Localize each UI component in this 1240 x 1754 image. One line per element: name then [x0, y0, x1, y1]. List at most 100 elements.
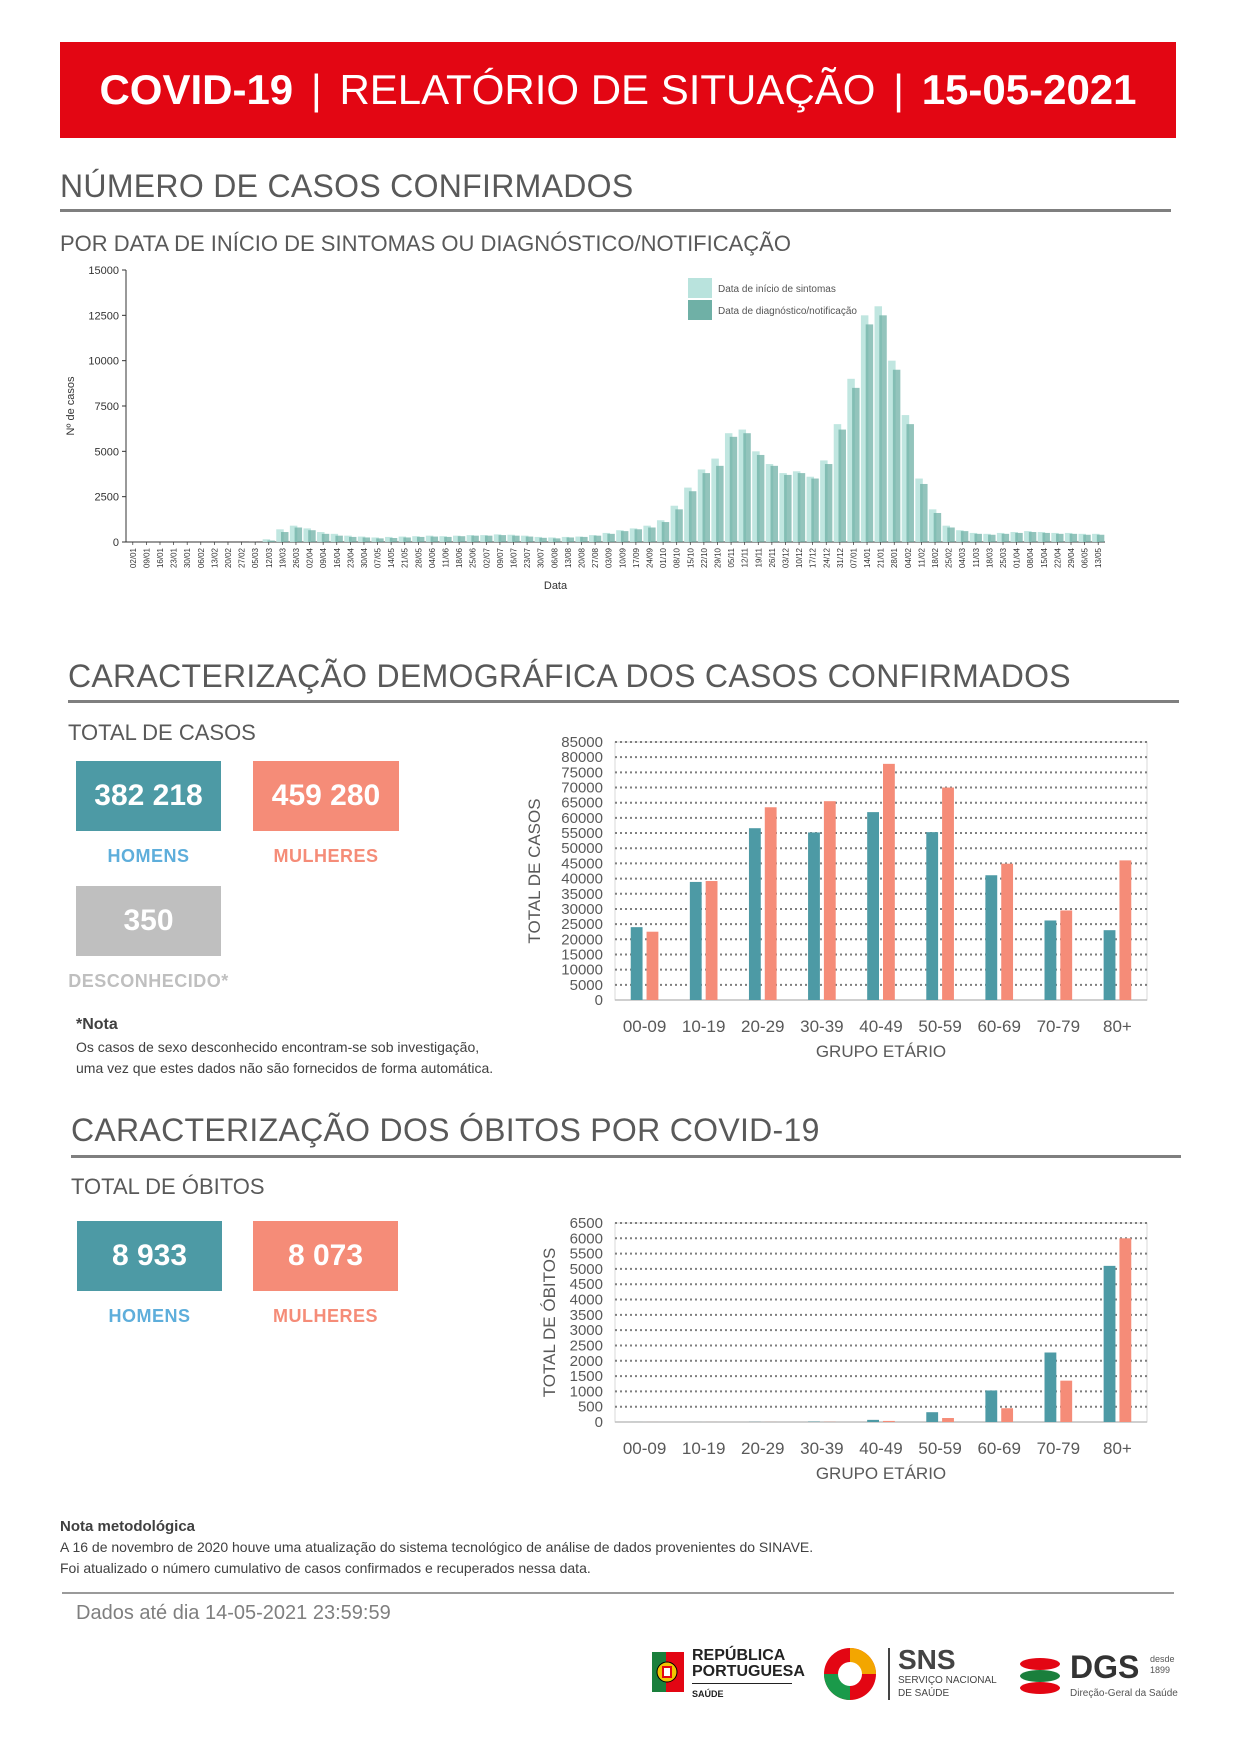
epi-bar	[729, 436, 738, 542]
legend-swatch	[688, 300, 712, 320]
y-axis-label: TOTAL DE CASOS	[525, 798, 544, 943]
epi-bar	[1024, 531, 1032, 542]
x-tick-label: 13/05	[1094, 547, 1103, 568]
women-bar	[883, 763, 895, 1000]
x-tick-label: 00-09	[623, 1017, 666, 1036]
epi-bar	[996, 532, 1005, 542]
men-bar	[1044, 920, 1057, 1000]
title-report: RELATÓRIO DE SITUAÇÃO	[339, 66, 876, 113]
x-tick-label: 10-19	[682, 1439, 725, 1458]
y-tick-label: 0	[113, 537, 119, 549]
y-tick-label: 2500	[95, 492, 119, 504]
x-tick-label: 28/05	[414, 547, 423, 568]
epi-bar	[752, 451, 760, 542]
epi-bar	[811, 478, 819, 542]
republica-portuguesa-logo: REPÚBLICA PORTUGUESA SAÚDE	[652, 1647, 812, 1699]
epi-bar	[915, 478, 923, 542]
sns-logo: SNS SERVIÇO NACIONAL DE SAÚDE	[822, 1646, 1002, 1702]
epi-bar	[806, 476, 815, 542]
x-tick-label: 23/07	[523, 547, 532, 568]
epi-bar	[1037, 532, 1046, 542]
deaths-by-age-chart: 0500100015002000250030003500400045005000…	[540, 1215, 1148, 1483]
epi-bar	[389, 538, 398, 542]
x-tick-label: 04/03	[958, 547, 967, 568]
x-tick-label: 24/12	[822, 547, 831, 568]
epi-bar	[348, 536, 357, 542]
men-bar	[867, 1419, 879, 1422]
epi-bar	[416, 536, 425, 542]
epi-bar	[724, 433, 733, 542]
x-tick-label: 22/04	[1053, 547, 1062, 568]
x-tick-label: 09/01	[142, 547, 151, 568]
epi-bar	[738, 429, 747, 542]
logo-text: DE SAÚDE	[898, 1688, 950, 1699]
x-tick-label: 16/01	[156, 547, 165, 568]
epi-bar	[901, 415, 910, 542]
epi-bar	[412, 536, 420, 542]
footer-divider	[62, 1592, 1174, 1594]
epi-bar	[824, 464, 833, 542]
men-bar	[1103, 930, 1116, 1000]
women-cases-box: 459 280	[253, 761, 399, 831]
unknown-cases-box: 350	[76, 886, 221, 956]
epi-bar	[471, 535, 479, 542]
y-tick-label: 5000	[570, 977, 603, 994]
x-tick-label: 25/03	[999, 547, 1008, 568]
epi-bar	[453, 535, 461, 542]
epi-bar	[670, 505, 679, 542]
note-line: uma vez que estes dados não são fornecid…	[76, 1060, 494, 1076]
dgs-emblem-icon	[1020, 1658, 1060, 1694]
x-tick-label: 26/11	[768, 547, 777, 567]
epi-bar	[947, 527, 955, 542]
x-tick-label: 07/05	[374, 547, 383, 568]
x-tick-label: 23/01	[170, 547, 179, 568]
logo-text: REPÚBLICA	[692, 1647, 786, 1664]
y-tick-label: 6000	[570, 1230, 603, 1247]
epi-bar	[847, 378, 855, 542]
epi-bar	[974, 533, 982, 542]
x-tick-label: 18/06	[455, 547, 464, 568]
x-tick-label: 13/02	[210, 547, 219, 568]
epi-bar	[548, 537, 556, 542]
y-tick-label: 35000	[561, 886, 603, 903]
epi-bar	[317, 532, 325, 542]
x-tick-label: 30/07	[537, 547, 546, 568]
sns-title: SNS	[898, 1644, 956, 1675]
epi-bar	[675, 509, 683, 542]
x-tick-label: 04/06	[428, 547, 437, 568]
logo-text: desde	[1150, 1654, 1175, 1664]
x-tick-label: 03/12	[781, 547, 790, 568]
x-tick-label: 30/01	[183, 547, 192, 568]
epi-bar	[616, 530, 624, 542]
y-tick-label: 10000	[88, 356, 119, 368]
epi-bar	[371, 537, 379, 542]
x-tick-label: 20-29	[741, 1439, 784, 1458]
x-tick-label: 60-69	[977, 1439, 1020, 1458]
epi-bar	[493, 534, 502, 542]
x-tick-label: 11/06	[442, 547, 451, 567]
y-tick-label: 12500	[88, 310, 119, 322]
x-tick-label: 10/12	[795, 547, 804, 568]
women-bar	[942, 1418, 954, 1422]
epi-bar	[1092, 533, 1100, 542]
y-tick-label: 65000	[561, 795, 603, 812]
epi-bar	[520, 535, 529, 542]
x-axis-label: GRUPO ETÁRIO	[816, 1042, 946, 1061]
women-bar	[646, 931, 659, 1000]
epi-bar	[1001, 533, 1010, 542]
x-axis-label: Data	[544, 580, 568, 592]
x-tick-label: 00-09	[623, 1439, 666, 1458]
logo-text: Direção-Geral da Saúde	[1070, 1688, 1178, 1699]
epi-bar	[1069, 533, 1078, 542]
y-tick-label: 3000	[570, 1322, 603, 1339]
x-tick-label: 50-59	[918, 1017, 961, 1036]
y-tick-label: 5500	[570, 1246, 603, 1263]
x-tick-label: 21/05	[401, 547, 410, 568]
epi-bar	[874, 306, 883, 542]
epi-bar	[480, 535, 488, 542]
epi-bar	[303, 528, 311, 542]
y-tick-label: 75000	[561, 764, 603, 781]
epi-bar	[1083, 534, 1091, 542]
epi-bar	[620, 531, 629, 542]
epi-bar	[661, 522, 670, 542]
